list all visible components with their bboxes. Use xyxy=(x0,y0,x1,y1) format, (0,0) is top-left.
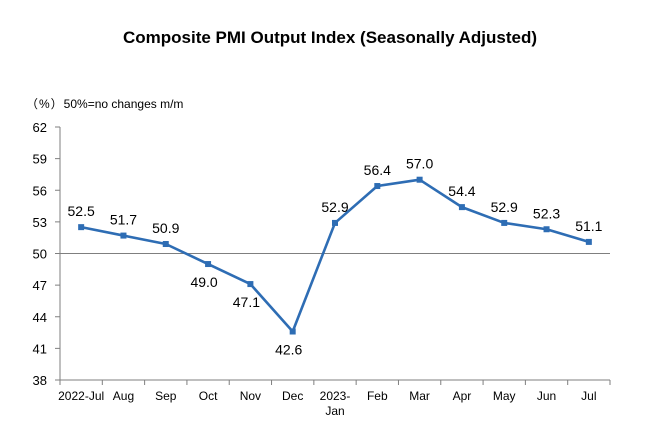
x-tick-label: Sep xyxy=(155,389,177,403)
data-point xyxy=(374,183,381,190)
data-label: 49.0 xyxy=(190,274,217,290)
y-tick-label: 41 xyxy=(33,341,47,356)
y-tick-label: 62 xyxy=(33,120,47,135)
x-tick-label: Feb xyxy=(367,389,388,403)
y-tick-label: 50 xyxy=(33,247,47,262)
y-tick-label: 53 xyxy=(33,215,47,230)
y-tick-label: 56 xyxy=(33,183,47,198)
series-group xyxy=(78,176,592,335)
data-point xyxy=(585,238,592,245)
data-label: 47.1 xyxy=(233,294,260,310)
y-axis-ticks: 38 41 44 47 50 53 56 59 62 xyxy=(33,120,60,388)
chart-title: Composite PMI Output Index (Seasonally A… xyxy=(122,28,538,47)
unit-note: （%）50%=no changes m/m xyxy=(26,95,183,112)
y-tick-label: 44 xyxy=(33,310,47,325)
x-tick-label: Jul xyxy=(581,389,596,403)
data-label: 54.4 xyxy=(448,183,475,199)
data-label: 52.5 xyxy=(68,203,95,219)
x-tick-label: Aug xyxy=(113,389,134,403)
data-point xyxy=(501,219,508,226)
data-point xyxy=(458,204,465,211)
data-label: 52.3 xyxy=(533,205,560,221)
data-label: 50.9 xyxy=(152,220,179,236)
data-labels: 52.5 51.7 50.9 49.0 47.1 42.6 52.9 56.4 57.0 54.4… xyxy=(68,156,603,358)
data-point xyxy=(162,241,169,248)
x-tick-label: May xyxy=(493,389,516,403)
data-point xyxy=(416,176,423,183)
data-label: 42.6 xyxy=(275,342,302,358)
data-label: 52.9 xyxy=(491,199,518,215)
data-point xyxy=(247,281,254,288)
unit-label: （%） xyxy=(26,97,64,111)
data-label: 57.0 xyxy=(406,156,433,172)
data-point xyxy=(543,226,550,233)
data-point xyxy=(205,261,212,268)
data-point xyxy=(120,232,127,239)
x-tick-label: 2023-Jan xyxy=(320,389,351,418)
data-label: 51.7 xyxy=(110,212,137,228)
x-tick-label: Dec xyxy=(282,389,303,403)
x-tick-label: Jun xyxy=(537,389,556,403)
x-tick-label: Nov xyxy=(240,389,261,403)
x-tick-label: Apr xyxy=(453,389,472,403)
data-point xyxy=(78,224,85,231)
baseline-note: 50%=no changes m/m xyxy=(63,97,184,111)
data-label: 56.4 xyxy=(364,162,391,178)
y-tick-label: 38 xyxy=(33,373,47,388)
y-tick-label: 47 xyxy=(33,278,47,293)
x-axis-ticks: 2022-Jul Aug Sep Oct Nov Dec 2023-Jan Feb Mar Apr… xyxy=(58,380,611,418)
x-tick-label: Oct xyxy=(199,389,218,403)
x-tick-label: 2022-Jul xyxy=(58,389,104,403)
y-tick-label: 59 xyxy=(33,152,47,167)
x-tick-label: Mar xyxy=(409,389,430,403)
data-point xyxy=(289,328,296,335)
data-label: 51.1 xyxy=(575,218,602,234)
data-label: 52.9 xyxy=(321,199,348,215)
data-point xyxy=(332,219,338,226)
